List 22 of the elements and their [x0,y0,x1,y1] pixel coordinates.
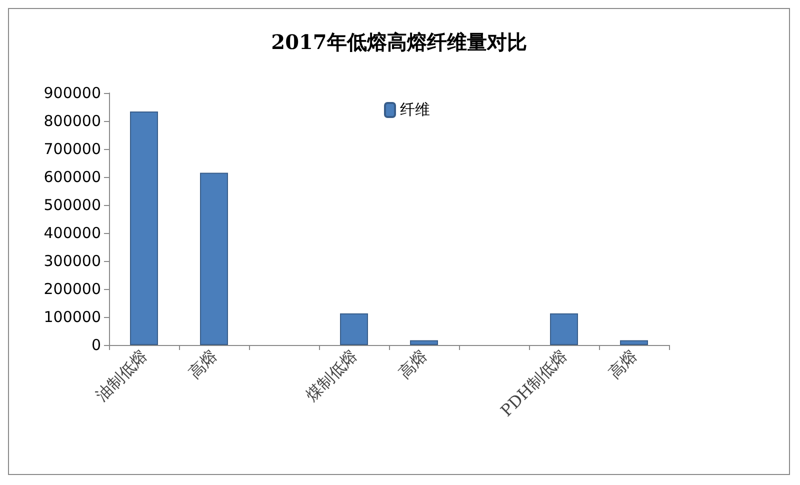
legend-label: 纤维 [400,102,430,118]
x-tick-label: 煤制低熔 [302,346,361,405]
y-tick-label: 800000 [44,112,101,130]
x-tick-label: 高熔 [394,346,431,382]
bar [340,313,368,345]
y-tick-label: 400000 [44,224,101,242]
chart-title: 2017年低熔高熔纤维量对比 [271,30,527,54]
y-tick-label: 100000 [44,308,101,326]
y-tick-label: 200000 [44,280,101,298]
y-tick-label: 300000 [44,252,101,270]
bar [130,111,158,345]
x-tick-label: 高熔 [184,346,221,382]
bar [550,313,578,345]
bar [620,340,648,345]
bar [200,172,228,345]
y-tick-label: 0 [91,336,101,354]
x-tick-label: 高熔 [604,346,641,382]
y-tick-label: 700000 [44,140,101,158]
y-tick-label: 900000 [44,84,101,102]
y-tick-label: 500000 [44,196,101,214]
bar [410,340,438,345]
y-tick-label: 600000 [44,168,101,186]
